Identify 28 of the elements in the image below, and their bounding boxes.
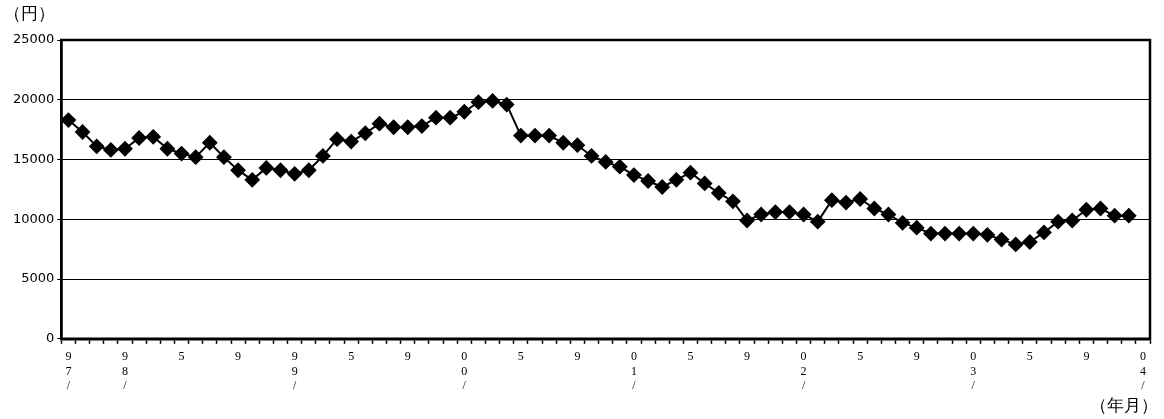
x-tick-label: 5 [348,349,355,364]
y-axis-title: （円） [4,2,55,25]
x-tick-label: 5 [1026,349,1033,364]
x-tick-label: 04/ [1139,349,1146,392]
x-tick-label: 5 [687,349,694,364]
x-tick-label: 5 [517,349,524,364]
x-tick-label: 01/ [630,349,637,392]
x-tick-label: 9 [744,349,751,364]
y-tick-label: 25000 [13,31,55,47]
y-tick-label: 20000 [13,91,55,107]
x-tick-label: 9 [235,349,242,364]
x-tick-label: 03/ [970,349,977,392]
x-tick-label: 97/ [65,349,72,392]
x-tick-label: 5 [857,349,864,364]
x-tick-label: 02/ [800,349,807,392]
y-tick-label: 5000 [21,270,55,286]
x-tick-label: 9 [574,349,581,364]
x-tick-label: 98/ [121,349,128,392]
x-tick-label: 00/ [461,349,468,392]
x-axis-title: （年月） [1090,394,1158,417]
y-tick-label: 15000 [13,150,55,166]
x-tick-label: 9 [1083,349,1090,364]
y-tick-label: 10000 [13,210,55,226]
x-tick-label: 9 [404,349,411,364]
x-tick-label: 99/ [291,349,298,392]
x-tick-label: 9 [913,349,920,364]
y-tick-label: 0 [46,330,55,346]
x-tick-label: 5 [178,349,185,364]
